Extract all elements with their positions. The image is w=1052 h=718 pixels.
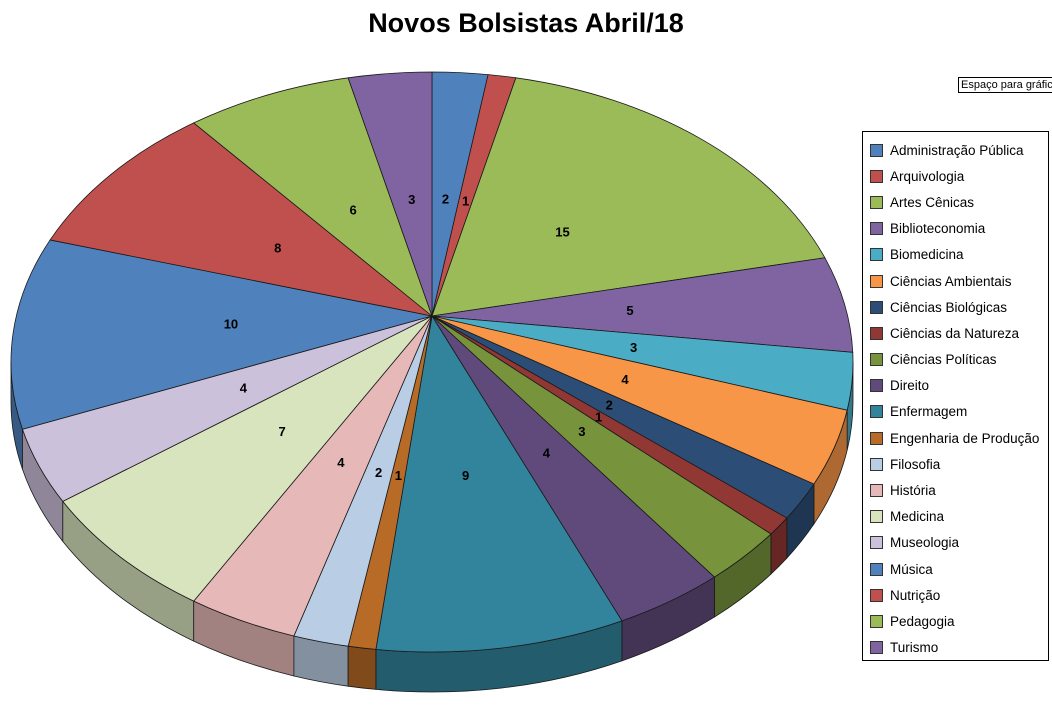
legend-swatch <box>870 248 883 262</box>
legend-swatch <box>870 510 883 524</box>
legend-item[interactable]: Engenharia de Produção <box>870 425 1048 451</box>
legend-swatch <box>870 536 883 550</box>
legend-item[interactable]: Administração Pública <box>870 137 1048 163</box>
legend-label: História <box>890 483 936 499</box>
pie-slice-value: 4 <box>543 445 551 460</box>
legend-label: Biomedicina <box>890 247 964 263</box>
legend-label: Ciências Biológicas <box>890 299 1008 315</box>
pie-slice-value: 3 <box>630 340 637 355</box>
pie-slice-value: 10 <box>224 317 238 332</box>
legend-item[interactable]: Museologia <box>870 530 1048 556</box>
pie-slice-wall <box>347 645 377 690</box>
legend-swatch <box>870 484 883 498</box>
legend-swatch <box>870 222 883 236</box>
pie-slice-value: 4 <box>621 372 629 387</box>
legend-item[interactable]: Direito <box>870 373 1048 399</box>
legend-label: Direito <box>890 378 930 394</box>
pie-slice-value: 1 <box>462 193 469 208</box>
legend-label: Medicina <box>890 509 945 525</box>
chart-title: Novos Bolsistas Abril/18 <box>368 8 684 38</box>
pie-slice-value: 4 <box>240 381 248 396</box>
legend-swatch <box>870 143 883 157</box>
legend-item[interactable]: Ciências Ambientais <box>870 268 1048 294</box>
pie-slice-value: 1 <box>395 468 402 483</box>
pie-slice-value: 7 <box>279 424 286 439</box>
legend-item[interactable]: Nutrição <box>870 582 1048 608</box>
legend-item[interactable]: Pedagogia <box>870 608 1048 634</box>
pie-slice-value: 3 <box>408 192 415 207</box>
legend-item[interactable]: História <box>870 477 1048 503</box>
legend-swatch <box>870 641 883 655</box>
legend-item[interactable]: Ciências Políticas <box>870 347 1048 373</box>
legend-item[interactable]: Medicina <box>870 504 1048 530</box>
pie-slice-value: 1 <box>595 409 602 424</box>
legend-swatch <box>870 195 883 209</box>
floating-text-box[interactable]: Espaço para gráfic <box>958 77 1052 93</box>
pie-slice[interactable] <box>10 239 433 430</box>
pie-slice[interactable] <box>49 122 433 317</box>
legend-swatch <box>870 562 883 576</box>
legend-label: Engenharia de Produção <box>890 430 1040 446</box>
legend-label: Pedagogia <box>890 613 955 629</box>
legend-swatch <box>870 614 883 628</box>
legend-label: Ciências da Natureza <box>890 325 1020 341</box>
pie-slice[interactable] <box>375 314 623 653</box>
legend-label: Filosofia <box>890 456 941 472</box>
pie-slice[interactable] <box>431 257 854 353</box>
legend-item[interactable]: Biomedicina <box>870 242 1048 268</box>
pie-slice[interactable] <box>347 71 433 317</box>
legend-label: Ciências Ambientais <box>890 273 1012 289</box>
legend-label: Biblioteconomia <box>890 221 986 237</box>
legend-label: Artes Cênicas <box>890 194 975 210</box>
legend-swatch <box>870 588 883 602</box>
legend-item[interactable]: Arquivologia <box>870 163 1048 189</box>
legend-item[interactable]: Ciências da Natureza <box>870 320 1048 346</box>
legend-label: Arquivologia <box>890 168 965 184</box>
legend-swatch <box>870 405 883 419</box>
pie-slice-value: 2 <box>606 397 613 412</box>
legend-label: Turismo <box>890 640 939 656</box>
legend-item[interactable]: Música <box>870 556 1048 582</box>
pie-slice-value: 2 <box>442 192 449 207</box>
legend-label: Ciências Políticas <box>890 352 997 368</box>
legend-item[interactable]: Artes Cênicas <box>870 189 1048 215</box>
legend-label: Música <box>890 561 933 577</box>
legend-label: Enfermagem <box>890 404 968 420</box>
legend-item[interactable]: Ciências Biológicas <box>870 294 1048 320</box>
pie-slice-value: 4 <box>337 455 345 470</box>
pie-slice[interactable] <box>431 77 826 317</box>
pie-slice-value: 8 <box>274 241 281 256</box>
legend-label: Museologia <box>890 535 960 551</box>
pie-slice[interactable] <box>62 315 433 602</box>
legend-swatch <box>870 300 883 314</box>
pie-slice-value: 3 <box>578 424 585 439</box>
legend-item[interactable]: Enfermagem <box>870 399 1048 425</box>
legend-label: Administração Pública <box>890 142 1024 158</box>
pie-slice-value: 6 <box>349 202 356 217</box>
legend-label: Nutrição <box>890 587 941 603</box>
legend-swatch <box>870 457 883 471</box>
legend-swatch <box>870 169 883 183</box>
legend-item[interactable]: Biblioteconomia <box>870 216 1048 242</box>
legend-swatch <box>870 326 883 340</box>
pie-slice[interactable] <box>192 77 433 318</box>
legend-swatch <box>870 274 883 288</box>
pie-slice-value: 5 <box>626 303 633 318</box>
legend-item[interactable]: Filosofia <box>870 451 1048 477</box>
legend-swatch <box>870 379 883 393</box>
legend-item[interactable]: Turismo <box>870 635 1048 661</box>
pie-slice-value: 2 <box>375 465 382 480</box>
legend-swatch <box>870 353 883 367</box>
pie-slice-value: 15 <box>555 224 569 239</box>
legend: Administração Pública Arquivologia Artes C… <box>862 131 1049 661</box>
pie-slice-value: 9 <box>462 468 469 483</box>
legend-swatch <box>870 431 883 445</box>
